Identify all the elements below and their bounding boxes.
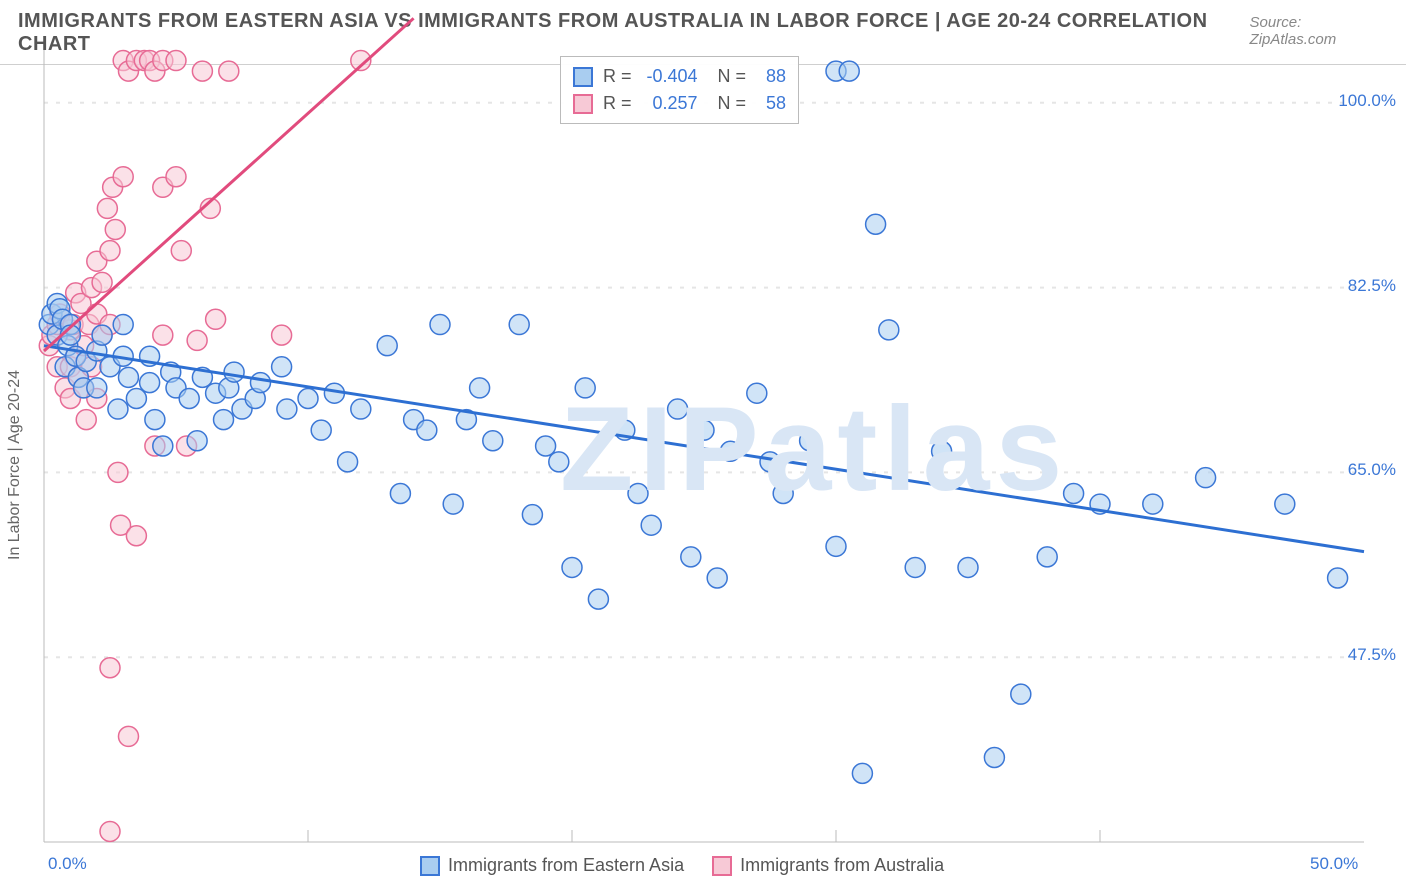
n-label: N = [718,90,747,117]
y-tick-label: 65.0% [1348,460,1396,480]
x-tick-label: 0.0% [48,854,87,874]
r-value: -0.404 [642,63,698,90]
x-tick-label: 50.0% [1310,854,1358,874]
legend-item: Immigrants from Australia [712,855,944,876]
scatter-chart [0,0,1406,892]
r-label: R = [603,63,632,90]
r-label: R = [603,90,632,117]
stats-row: R = -0.404 N = 88 [573,63,786,90]
n-value: 58 [756,90,786,117]
y-tick-label: 47.5% [1348,645,1396,665]
legend-swatch [712,856,732,876]
legend-label: Immigrants from Australia [740,855,944,876]
stats-row: R = 0.257 N = 58 [573,90,786,117]
y-tick-label: 100.0% [1338,91,1396,111]
n-value: 88 [756,63,786,90]
y-tick-label: 82.5% [1348,276,1396,296]
stats-legend-box: R = -0.404 N = 88 R = 0.257 N = 58 [560,56,799,124]
legend-swatch [573,94,593,114]
bottom-legend: Immigrants from Eastern Asia Immigrants f… [420,855,944,876]
legend-item: Immigrants from Eastern Asia [420,855,684,876]
legend-swatch [573,67,593,87]
n-label: N = [718,63,747,90]
legend-swatch [420,856,440,876]
legend-label: Immigrants from Eastern Asia [448,855,684,876]
r-value: 0.257 [642,90,698,117]
